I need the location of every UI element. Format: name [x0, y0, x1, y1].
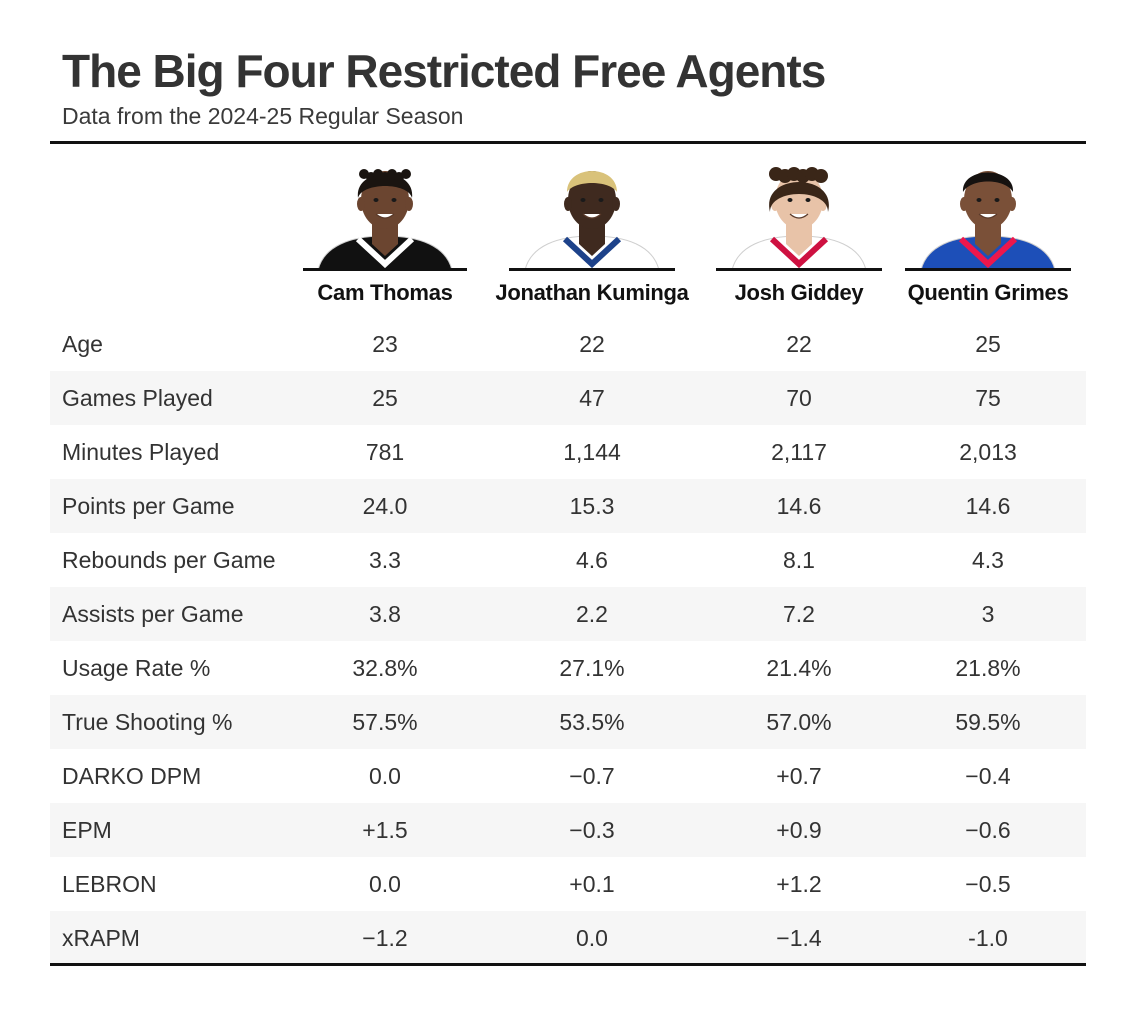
row-label: Points per Game [62, 493, 235, 519]
bottom-rule [50, 963, 1086, 966]
table-cell: 3.8 [369, 601, 401, 627]
table-cell: 0.0 [576, 925, 608, 951]
row-label: True Shooting % [62, 709, 233, 735]
chart-title: The Big Four Restricted Free Agents [62, 45, 826, 97]
table-cell: 57.0% [766, 709, 832, 735]
player-column-header: Jonathan Kuminga [495, 152, 689, 322]
player-photo [716, 152, 882, 270]
table-row: Usage Rate % 32.8% 27.1% 21.4% 21.8% [50, 641, 1086, 695]
table-row: True Shooting % 57.5% 53.5% 57.0% 59.5% [50, 695, 1086, 749]
header-underline [303, 268, 467, 271]
row-label: Games Played [62, 385, 213, 411]
table-cell: −1.4 [776, 925, 822, 951]
table-cell: 70 [786, 385, 812, 411]
table-cell: 3 [981, 601, 995, 627]
stats-table: Age 23 22 22 25 Games Played 25 47 70 75 Minutes P… [50, 317, 1086, 965]
table-cell: −0.7 [569, 763, 615, 789]
player-name: Josh Giddey [734, 280, 864, 305]
table-cell: 14.6 [965, 493, 1011, 519]
chart-subtitle: Data from the 2024-25 Regular Season [62, 103, 464, 129]
header-underline [716, 268, 882, 271]
table-cell: 0.0 [369, 763, 401, 789]
table-cell: 4.6 [576, 547, 608, 573]
table-row: Minutes Played 781 1,144 2,117 2,013 [50, 425, 1086, 479]
table-cell: 75 [975, 385, 1001, 411]
table-cell: 21.4% [766, 655, 832, 681]
table-cell: 0.0 [369, 871, 401, 897]
table-cell: 25 [975, 331, 1001, 357]
table-cell: -1.0 [968, 925, 1008, 951]
table-cell: 2,013 [959, 439, 1017, 465]
table-row: Rebounds per Game 3.3 4.6 8.1 4.3 [50, 533, 1086, 587]
table-cell: 22 [786, 331, 812, 357]
table-cell: +0.9 [776, 817, 822, 843]
row-label: EPM [62, 817, 112, 843]
row-label: LEBRON [62, 871, 157, 897]
table-row: Points per Game 24.0 15.3 14.6 14.6 [50, 479, 1086, 533]
table-cell: 47 [579, 385, 605, 411]
player-portrait-icon [920, 171, 1056, 270]
table-cell: 2,117 [771, 439, 827, 465]
table-cell: 15.3 [569, 493, 615, 519]
table-row: xRAPM −1.2 0.0 −1.4 -1.0 [50, 911, 1086, 965]
table-row: LEBRON 0.0 +0.1 +1.2 −0.5 [50, 857, 1086, 911]
player-column-header: Quentin Grimes [905, 152, 1071, 322]
top-rule [50, 141, 1086, 144]
table-cell: −0.5 [965, 871, 1011, 897]
table-cell: 22 [579, 331, 605, 357]
player-photo [303, 152, 467, 270]
player-portrait-icon [524, 171, 660, 270]
table-row: Games Played 25 47 70 75 [50, 371, 1086, 425]
table-cell: 32.8% [352, 655, 418, 681]
table-cell: 1,144 [563, 439, 621, 465]
player-name: Jonathan Kuminga [495, 280, 689, 305]
table-cell: 4.3 [972, 547, 1004, 573]
player-portrait-icon [731, 167, 867, 270]
header-underline [905, 268, 1071, 271]
player-photo [509, 152, 675, 270]
table-cell: 2.2 [576, 601, 608, 627]
table-cell: 23 [372, 331, 398, 357]
table-cell: 781 [365, 439, 405, 465]
table-cell: 25 [372, 385, 398, 411]
table-row: Age 23 22 22 25 [50, 317, 1086, 371]
table-row: EPM +1.5 −0.3 +0.9 −0.6 [50, 803, 1086, 857]
table-cell: +1.2 [776, 871, 822, 897]
table-cell: 21.8% [955, 655, 1021, 681]
row-label: Age [62, 331, 103, 357]
player-column-header: Josh Giddey [716, 152, 882, 322]
table-cell: 53.5% [559, 709, 625, 735]
table-cell: +0.1 [569, 871, 615, 897]
table-cell: −0.3 [569, 817, 615, 843]
table-row: DARKO DPM 0.0 −0.7 +0.7 −0.4 [50, 749, 1086, 803]
table-cell: −1.2 [362, 925, 408, 951]
player-name: Quentin Grimes [907, 280, 1069, 305]
table-cell: +0.7 [776, 763, 822, 789]
header-underline [509, 268, 675, 271]
row-label: DARKO DPM [62, 763, 202, 789]
table-cell: −0.6 [965, 817, 1011, 843]
table-cell: 3.3 [369, 547, 401, 573]
row-label: Minutes Played [62, 439, 220, 465]
player-photo [905, 152, 1071, 270]
row-label: Rebounds per Game [62, 547, 276, 573]
table-cell: −0.4 [965, 763, 1011, 789]
table-row: Assists per Game 3.8 2.2 7.2 3 [50, 587, 1086, 641]
row-label: Assists per Game [62, 601, 244, 627]
table-cell: 57.5% [352, 709, 418, 735]
table-cell: 14.6 [776, 493, 822, 519]
table-cell: 7.2 [783, 601, 815, 627]
table-cell: 8.1 [783, 547, 815, 573]
row-label: Usage Rate % [62, 655, 211, 681]
row-label: xRAPM [62, 925, 140, 951]
player-name: Cam Thomas [317, 280, 453, 305]
table-cell: +1.5 [362, 817, 408, 843]
table-cell: 27.1% [559, 655, 625, 681]
table-cell: 59.5% [955, 709, 1021, 735]
player-column-header: Cam Thomas [303, 152, 467, 322]
player-portrait-icon [317, 169, 453, 270]
table-cell: 24.0 [362, 493, 408, 519]
